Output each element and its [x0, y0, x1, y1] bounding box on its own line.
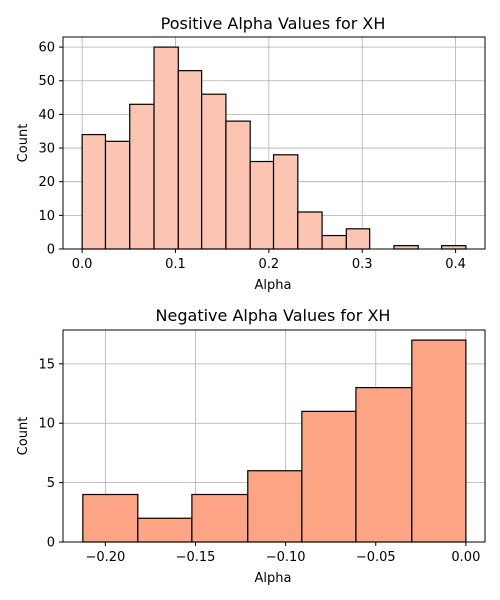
histogram-bar: [297, 211, 323, 250]
y-tick-label: 10: [38, 417, 55, 432]
plot-frame: [62, 329, 486, 543]
histogram-bar: [247, 470, 303, 543]
y-axis-label: Count: [16, 417, 31, 456]
histogram-bar: [355, 387, 413, 543]
y-tick-label: 10: [38, 209, 55, 224]
plot-frame: [62, 36, 486, 250]
histogram-bar: [82, 493, 139, 543]
histogram-bar: [301, 410, 357, 543]
histogram-bar: [272, 154, 299, 250]
histogram-bar: [81, 133, 107, 250]
histogram-bar: [393, 245, 419, 250]
y-tick-label: 30: [38, 142, 55, 157]
histogram-bar: [129, 103, 155, 250]
histogram-bar: [201, 93, 227, 250]
histogram-bar: [177, 70, 203, 250]
y-tick-label: 0: [47, 536, 55, 551]
negative-alpha-histogram: Negative Alpha Values for XH −0.20 −0.15 −…: [16, 306, 486, 586]
x-tick-label: 0.1: [165, 257, 186, 272]
positive-alpha-histogram: Positive Alpha Values for XH 0.0 0.1 0.2 0.…: [16, 14, 486, 293]
x-tick-label: −0.10: [266, 550, 306, 565]
chart-title: Negative Alpha Values for XH: [156, 306, 391, 325]
histogram-bar: [321, 234, 347, 250]
x-tick-label: 0.0: [72, 257, 93, 272]
chart-title: Positive Alpha Values for XH: [161, 14, 386, 33]
histogram-bar: [191, 493, 249, 543]
x-tick-label: −0.20: [85, 550, 125, 565]
x-tick-label: 0.3: [352, 257, 373, 272]
histogram-bar: [153, 46, 179, 250]
histogram-bar: [225, 120, 251, 250]
x-tick-label: −0.05: [356, 550, 396, 565]
x-axis-label: Alpha: [255, 571, 292, 586]
y-tick-label: 50: [38, 74, 55, 89]
histogram-bar: [104, 140, 131, 250]
histogram-bar: [345, 228, 371, 250]
histogram-bar: [137, 517, 193, 543]
y-axis-label: Count: [16, 124, 31, 163]
histogram-bar: [440, 245, 467, 250]
x-tick-label: 0.00: [451, 550, 480, 565]
y-tick-label: 60: [38, 41, 55, 56]
x-tick-label: −0.15: [176, 550, 216, 565]
y-tick-label: 0: [47, 243, 55, 258]
y-tick-label: 5: [47, 476, 55, 491]
histogram-bar: [411, 339, 467, 543]
y-tick-label: 20: [38, 175, 55, 190]
y-tick-label: 40: [38, 108, 55, 123]
histogram-bar: [249, 160, 275, 250]
x-tick-label: 0.4: [445, 257, 466, 272]
x-tick-label: 0.2: [259, 257, 280, 272]
y-tick-label: 15: [38, 357, 55, 372]
x-axis-label: Alpha: [255, 278, 292, 293]
